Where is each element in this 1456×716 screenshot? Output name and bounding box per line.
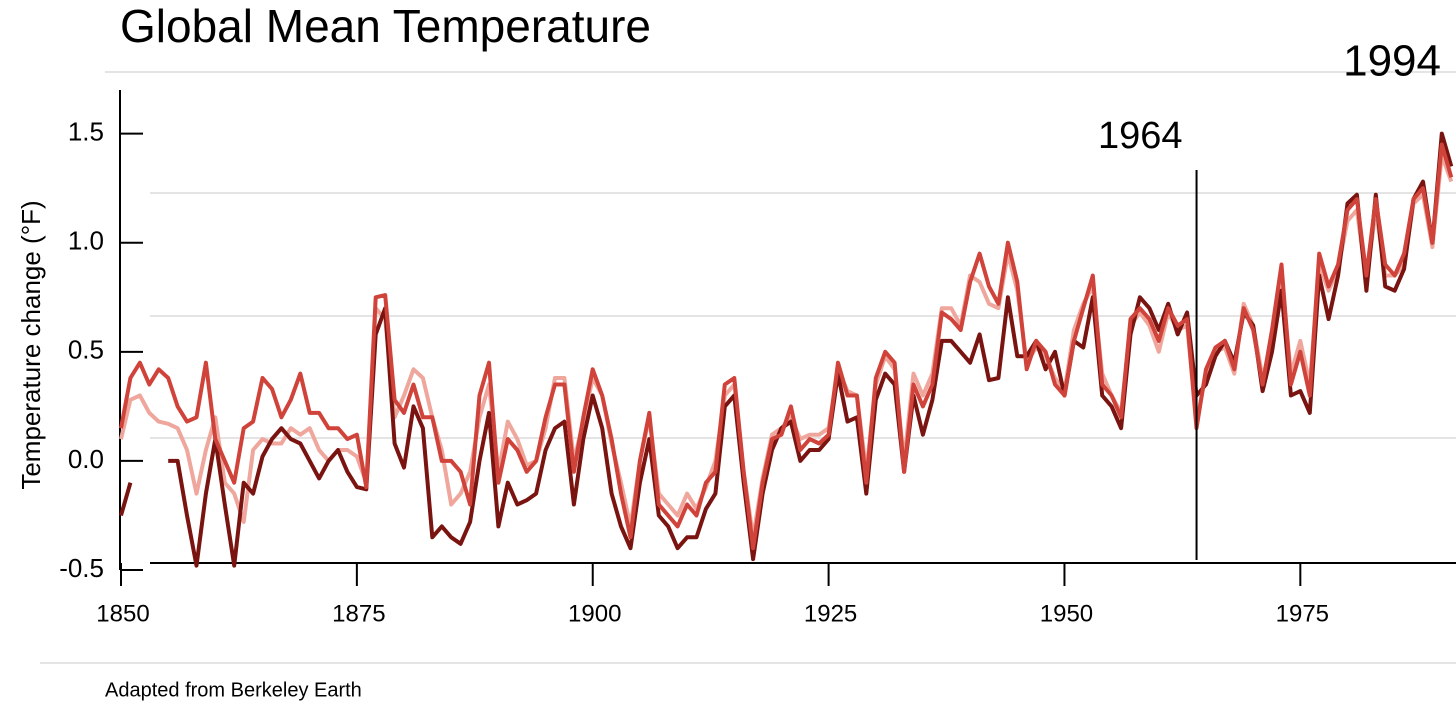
y-tick-label: 0.5 <box>68 335 104 365</box>
y-tick-label: 1.5 <box>68 117 104 147</box>
x-tick-label: 1950 <box>1040 600 1093 627</box>
annotation: 1994 <box>1343 37 1441 86</box>
x-tick-label: 1875 <box>332 600 385 627</box>
source: Adapted from Berkeley Earth <box>105 679 362 701</box>
x-tick-label: 1975 <box>1276 600 1329 627</box>
x-tick-label: 1850 <box>96 600 149 627</box>
chart-title: Global Mean Temperature <box>120 0 651 52</box>
y-axis-label: Temperature change (°F) <box>16 200 46 489</box>
series-line <box>119 142 1454 551</box>
x-tick-label: 1900 <box>568 600 621 627</box>
y-tick-label: 1.0 <box>68 226 104 256</box>
series-line <box>119 153 1454 540</box>
y-tick-label: -0.5 <box>59 553 104 583</box>
y-tick-label: 0.0 <box>68 444 104 474</box>
annotation: 1964 <box>1098 115 1183 157</box>
series-line <box>119 131 1454 568</box>
x-tick-label: 1925 <box>804 600 857 627</box>
